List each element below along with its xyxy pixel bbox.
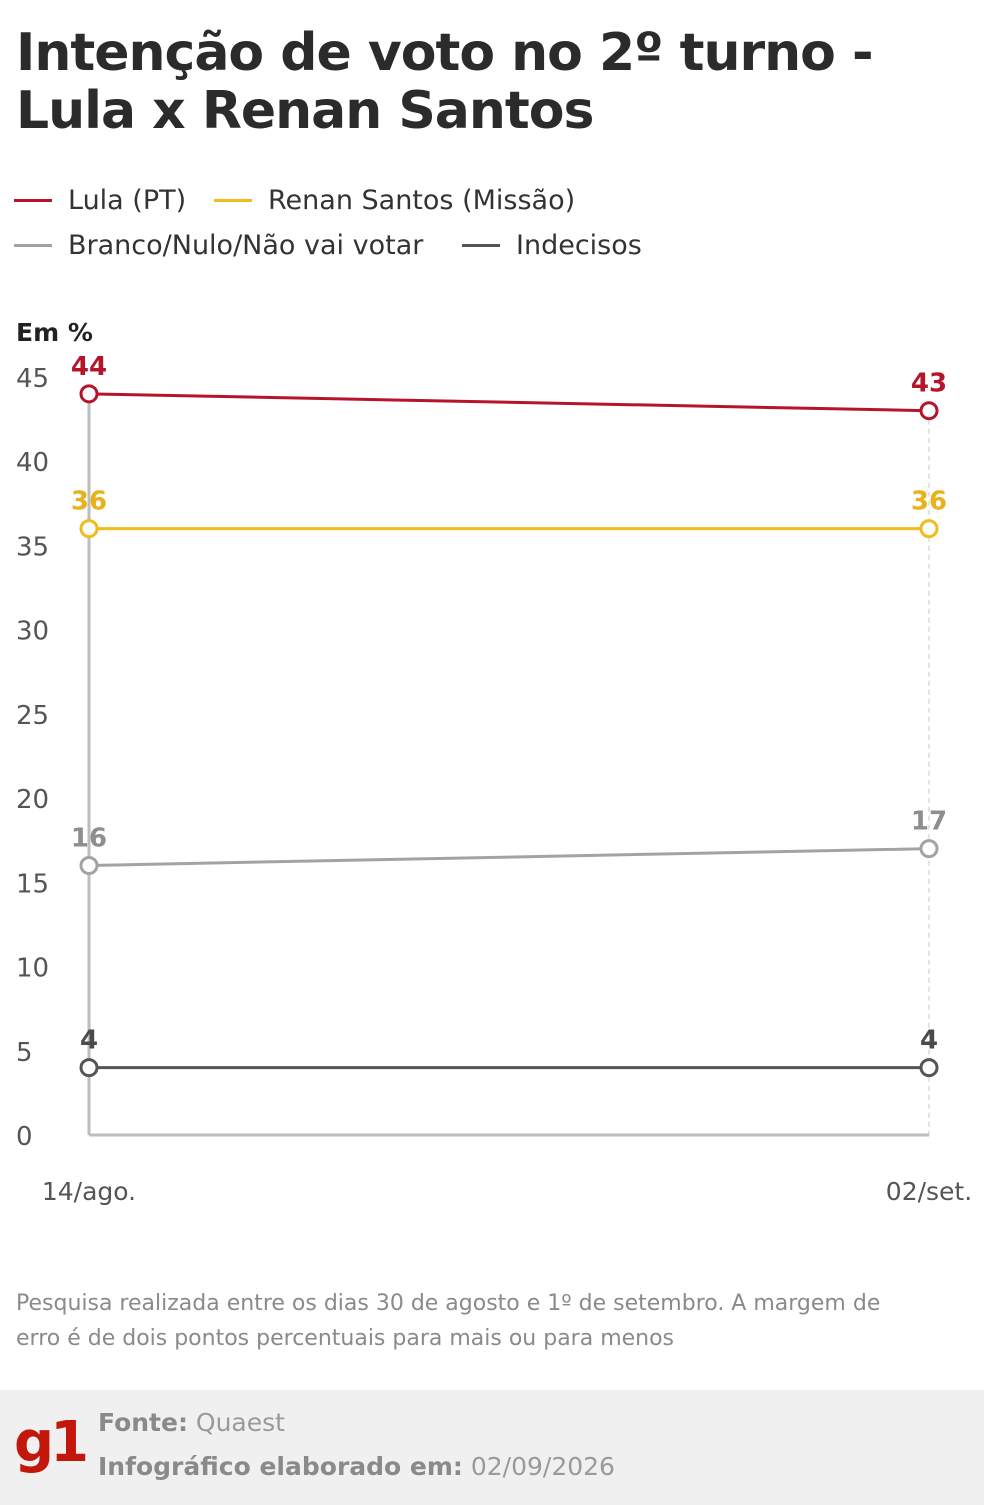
- source-line: Fonte: Quaest: [98, 1408, 285, 1437]
- data-point: [79, 384, 99, 404]
- data-point: [919, 519, 939, 539]
- g1-logo: g1: [14, 1410, 89, 1475]
- legend-label-renan: Renan Santos (Missão): [268, 185, 576, 216]
- date-label: Infográfico elaborado em:: [98, 1452, 463, 1481]
- data-point: [919, 401, 939, 421]
- legend-label-indecisos: Indecisos: [516, 230, 642, 261]
- date-line: Infográfico elaborado em: 02/09/2026: [98, 1452, 615, 1481]
- series-line: [88, 392, 930, 413]
- data-label: 43: [911, 369, 947, 399]
- y-tick-label: 20: [16, 785, 49, 815]
- data-label: 36: [71, 487, 107, 517]
- legend-swatch-indecisos: [462, 244, 500, 247]
- y-tick-label: 30: [16, 617, 49, 647]
- series-line: [88, 847, 930, 867]
- data-point: [919, 839, 939, 859]
- data-label: 4: [80, 1026, 98, 1056]
- methodology-note: Pesquisa realizada entre os dias 30 de a…: [16, 1291, 881, 1351]
- data-label: 44: [71, 352, 107, 382]
- title-line-2: Lula x Renan Santos: [16, 81, 594, 141]
- y-tick-label: 15: [16, 869, 49, 899]
- chart-title: Intenção de voto no 2º turno - Lula x Re…: [16, 24, 966, 140]
- data-point: [79, 855, 99, 875]
- legend-swatch-lula: [14, 199, 52, 202]
- title-line-1: Intenção de voto no 2º turno -: [16, 23, 874, 83]
- data-label: 36: [911, 487, 947, 517]
- y-tick-label: 35: [16, 532, 49, 562]
- legend-item-indecisos: Indecisos: [462, 230, 642, 261]
- y-tick-label: 45: [16, 364, 49, 394]
- legend-swatch-branco: [14, 244, 52, 247]
- data-label: 4: [920, 1026, 938, 1056]
- data-label: 17: [911, 807, 947, 837]
- x-tick-label: 02/set.: [886, 1177, 972, 1206]
- legend-item-renan: Renan Santos (Missão): [214, 185, 575, 216]
- legend-label-lula: Lula (PT): [68, 185, 187, 216]
- source-value: Quaest: [195, 1408, 285, 1437]
- legend-swatch-renan: [214, 199, 252, 202]
- footer: g1 Fonte: Quaest Infográfico elaborado e…: [0, 1390, 984, 1505]
- legend-item-lula: Lula (PT): [14, 185, 186, 216]
- data-point: [79, 519, 99, 539]
- data-point: [919, 1058, 939, 1078]
- x-tick-label: 14/ago.: [42, 1177, 136, 1206]
- legend-item-branco: Branco/Nulo/Não vai votar: [14, 230, 423, 261]
- data-point: [79, 1058, 99, 1078]
- y-unit-label: Em %: [16, 318, 93, 347]
- source-label: Fonte:: [98, 1408, 188, 1437]
- y-tick-label: 0: [16, 1122, 33, 1152]
- y-tick-label: 25: [16, 701, 49, 731]
- data-label: 16: [71, 823, 107, 853]
- y-tick-label: 5: [16, 1038, 33, 1068]
- legend-label-branco: Branco/Nulo/Não vai votar: [68, 230, 424, 261]
- date-value: 02/09/2026: [470, 1452, 615, 1481]
- y-tick-label: 40: [16, 448, 49, 478]
- y-tick-label: 10: [16, 954, 49, 984]
